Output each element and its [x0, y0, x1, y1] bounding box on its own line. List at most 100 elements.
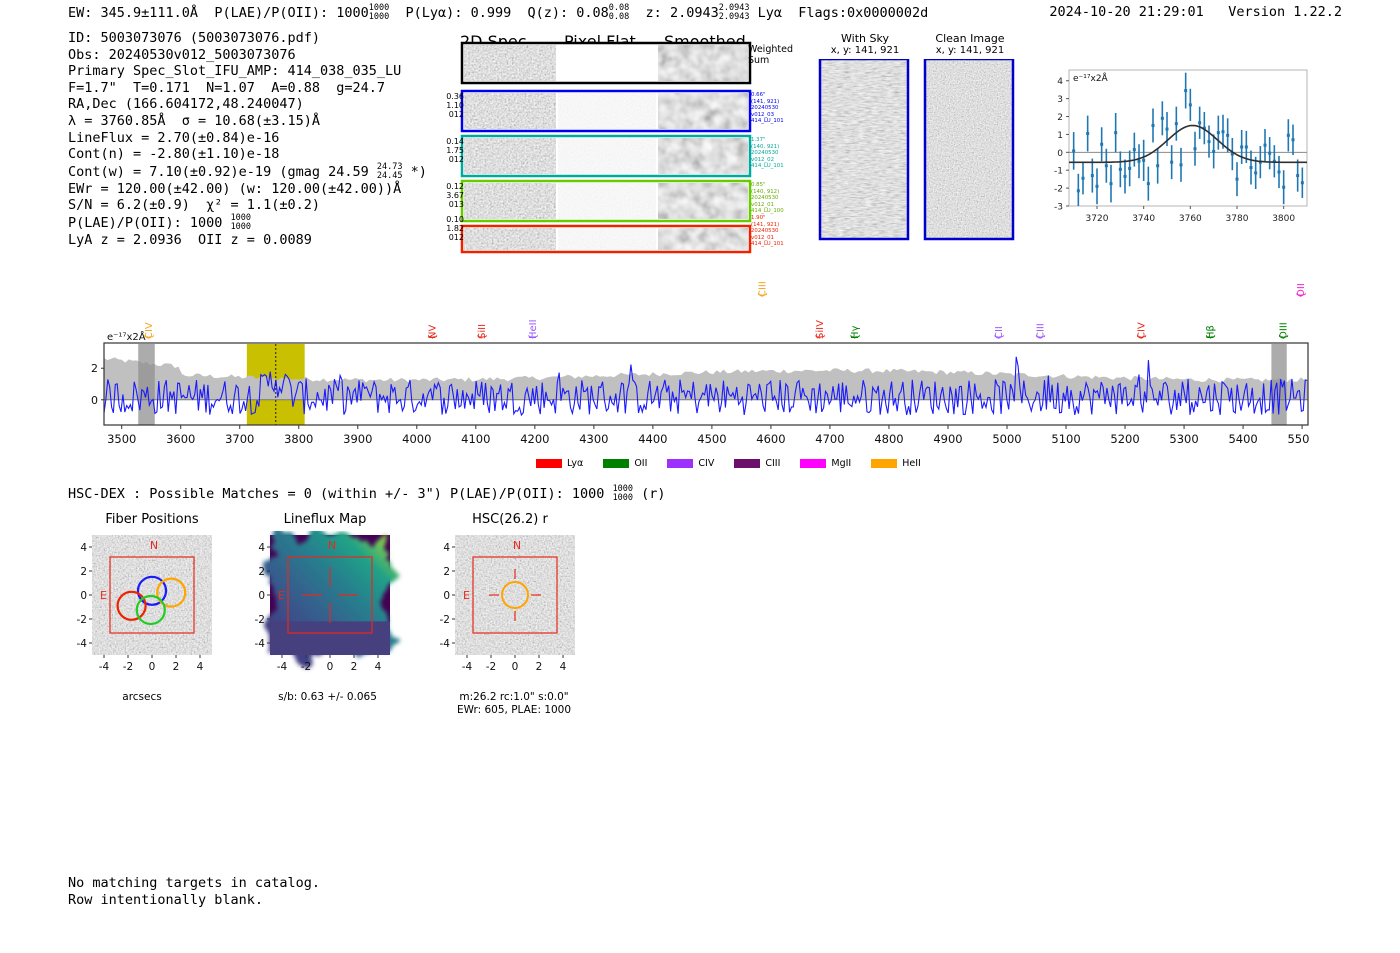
- svg-text:4: 4: [258, 542, 265, 554]
- montage-row-2: [460, 134, 752, 178]
- info-radec: RA,Dec (166.604172,48.240047): [68, 96, 304, 113]
- svg-text:-4: -4: [440, 638, 451, 650]
- montage-row-4-meta: 1.90" (141, 921) 20240530 v012_01 414_LU…: [751, 215, 784, 248]
- svg-text:4: 4: [80, 542, 87, 554]
- svg-text:4100: 4100: [461, 432, 490, 446]
- svg-text:0: 0: [443, 590, 450, 602]
- version-label: Version 1.22.2: [1228, 4, 1342, 20]
- info-plae-pre: P(LAE)/P(OII): 1000: [68, 214, 231, 231]
- svg-text:{: {: [758, 292, 769, 298]
- legend-label-ciii: CIII: [765, 458, 781, 469]
- gmag-hi: 24.73: [376, 161, 403, 172]
- svg-text:N: N: [328, 539, 336, 552]
- info-cont-w-pre: Cont(w) = 7.10(±0.92)e-19 (gmag 24.59: [68, 163, 377, 180]
- svg-text:{: {: [144, 334, 155, 340]
- svg-text:4900: 4900: [933, 432, 962, 446]
- cutout-hsc-r-caption-2: EWr: 605, PLAE: 1000: [456, 704, 572, 716]
- svg-text:0: 0: [149, 661, 156, 673]
- svg-text:OII: OII: [1296, 283, 1307, 297]
- svg-text:-4: -4: [255, 638, 266, 650]
- svg-text:2: 2: [173, 661, 180, 673]
- info-redshifts: LyA z = 2.0936 OII z = 0.0089: [68, 231, 312, 248]
- svg-text:4600: 4600: [756, 432, 785, 446]
- svg-text:-4: -4: [99, 661, 110, 673]
- thumbnail-with-sky-coords: x, y: 141, 921: [830, 45, 900, 56]
- info-sn-chi2: S/N = 6.2(±0.9) χ² = 1.1(±0.2): [68, 197, 320, 214]
- svg-text:{: {: [850, 334, 861, 340]
- qz-value: 0.08: [576, 5, 609, 21]
- info-lambda: λ = 3760.85Å σ = 10.68(±3.15)Å: [68, 112, 320, 129]
- thumbnail-with-sky-title: With Sky: [841, 32, 889, 45]
- flags-value: Flags:0x0000002d: [798, 5, 929, 21]
- svg-text:3740: 3740: [1132, 214, 1155, 224]
- qz-label: Q(z):: [527, 5, 569, 21]
- svg-text:0: 0: [327, 661, 334, 673]
- svg-text:5200: 5200: [1110, 432, 1139, 446]
- svg-text:{: {: [1309, 334, 1310, 340]
- svg-text:5000: 5000: [992, 432, 1021, 446]
- hsc-dex-plae-range: 1000 1000: [613, 485, 633, 503]
- svg-text:4800: 4800: [874, 432, 903, 446]
- ew-value: 345.9±111.0Å: [100, 5, 199, 21]
- info-plae: P(LAE)/P(OII): 1000 1000 1000: [68, 213, 427, 232]
- montage-row-1-values: 0.36 1.10 012: [446, 92, 464, 120]
- svg-text:e⁻¹⁷x2Å: e⁻¹⁷x2Å: [1073, 72, 1109, 84]
- report-stamp: 2024-10-20 21:29:01 Version 1.22.2: [1049, 4, 1342, 20]
- cutout-lineflux-map-caption: s/b: 0.63 +/- 0.065: [278, 691, 377, 703]
- svg-text:4500: 4500: [697, 432, 726, 446]
- montage-row-3-values: 0.12 3.67 013: [446, 182, 464, 210]
- footer-note: No matching targets in catalog. Row inte…: [68, 875, 320, 909]
- z-label: z:: [645, 5, 662, 21]
- svg-text:4: 4: [443, 542, 450, 554]
- svg-text:3800: 3800: [1272, 214, 1295, 224]
- legend-swatch-lyα: [536, 459, 562, 468]
- z-hi: 2.0943: [718, 3, 750, 13]
- svg-text:-2: -2: [255, 614, 265, 626]
- montage-row-2-values: 0.14 1.75 012: [446, 137, 464, 165]
- svg-text:-2: -2: [486, 661, 496, 673]
- svg-text:E: E: [463, 589, 470, 602]
- svg-text:2: 2: [1057, 113, 1063, 123]
- full-spectrum-plot: 0 2 3500 3600 3700 3800 3900 4000 4100 4200 4300 44…: [80, 275, 1310, 475]
- info-primary-spec: Primary Spec_Slot_IFU_AMP: 414_038_035_L…: [68, 63, 402, 80]
- svg-text:4: 4: [560, 661, 567, 673]
- weighted-sum-line2: Sum: [748, 55, 770, 66]
- svg-text:{: {: [815, 334, 826, 340]
- info-seeing: F=1.7" T=0.171 N=1.07 A=0.88 g=24.7: [68, 79, 385, 96]
- svg-text:E: E: [100, 589, 107, 602]
- svg-text:-3: -3: [1054, 203, 1063, 213]
- hsc-dex-post: (r): [633, 486, 666, 502]
- plae-value: 1000: [336, 5, 369, 21]
- montage-row-4-values: 0.10 1.82 012: [446, 215, 464, 243]
- svg-text:CIV: CIV: [1136, 322, 1147, 339]
- svg-text:HeII: HeII: [528, 319, 539, 339]
- legend-label-oii: OII: [634, 458, 648, 469]
- qz-range: 0.08 0.08: [609, 4, 629, 22]
- spectrum-legend: Lyα OII CIV CIII MgII HeII: [536, 453, 941, 472]
- svg-text:4: 4: [1057, 77, 1063, 87]
- svg-text:{: {: [477, 334, 488, 340]
- plya-label: P(Lyα):: [405, 5, 463, 21]
- montage-row-1: [460, 89, 752, 133]
- legend-swatch-mgii: [800, 459, 827, 468]
- svg-text:-2: -2: [1054, 185, 1063, 195]
- svg-text:-2: -2: [123, 661, 133, 673]
- plae-label: P(LAE)/P(OII):: [214, 5, 329, 21]
- line-fit-plot: -3 -2 -1 0 1 2 3 4 3720 3740 3760 3780 3800 e⁻¹⁷x2Å: [1035, 58, 1310, 233]
- thumbnail-clean-image-coords: x, y: 141, 921: [935, 45, 1005, 56]
- plae-range: 1000 1000: [369, 4, 389, 22]
- svg-text:2: 2: [443, 566, 450, 578]
- svg-text:{: {: [428, 334, 439, 340]
- svg-text:E: E: [278, 589, 285, 602]
- gmag-range: 24.73 24.45: [376, 161, 403, 181]
- gmag-lo: 24.45: [376, 170, 403, 181]
- footer-line-1: No matching targets in catalog.: [68, 875, 320, 891]
- svg-text:OIII: OIII: [1279, 322, 1290, 339]
- legend-label-heii: HeII: [902, 458, 921, 469]
- svg-text:4: 4: [197, 661, 204, 673]
- timestamp: 2024-10-20 21:29:01: [1049, 4, 1204, 20]
- info-plae-lo: 1000: [230, 221, 252, 232]
- z-value: 2.0943: [669, 5, 719, 21]
- montage-row-2-meta: 1.37" (140, 921) 20240530 v012_02 414_LU…: [751, 137, 784, 170]
- svg-text:N: N: [150, 539, 158, 552]
